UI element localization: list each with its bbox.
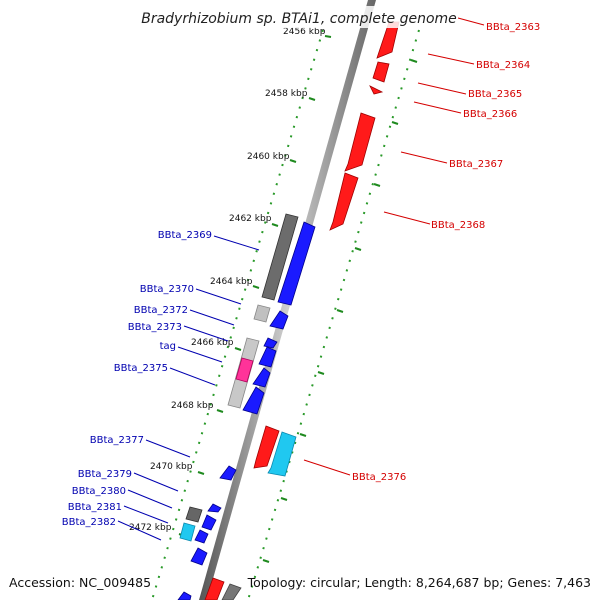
gene-bbta-2380[interactable]	[201, 514, 217, 531]
leader-lines-left	[117, 235, 260, 541]
title-backdrop	[140, 6, 458, 28]
label-bbta-2375: BBta_2375	[114, 363, 168, 374]
gene-bbta-2365[interactable]	[369, 85, 384, 95]
gene-bbta-2364[interactable]	[372, 61, 390, 83]
tick-label: 2470 kbp	[150, 462, 193, 472]
gene-bbta-2369[interactable]	[277, 221, 316, 306]
label-bbta-2377: BBta_2377	[90, 435, 144, 446]
label-bbta-2382: BBta_2382	[62, 517, 116, 528]
label-bbta-2373: BBta_2373	[128, 322, 182, 333]
label-bbta-2380: BBta_2380	[72, 486, 126, 497]
gene-bbta-2376[interactable]	[267, 431, 297, 477]
tick-label: 2468 kbp	[171, 401, 214, 411]
gene-bbta-2373[interactable]	[258, 346, 277, 368]
label-bbta-2366: BBta_2366	[463, 109, 517, 120]
label-bbta-2367: BBta_2367	[449, 159, 503, 170]
gene-bbta-2370-grey[interactable]	[253, 304, 271, 323]
gene-bbta-2377[interactable]	[219, 465, 237, 481]
gene-bottom-grey[interactable]	[221, 583, 242, 600]
tick-label: 2466 kbp	[191, 338, 234, 348]
label-bbta-2365: BBta_2365	[468, 89, 522, 100]
label-bbta-2363: BBta_2363	[486, 22, 540, 33]
label-bbta-2379: BBta_2379	[78, 469, 132, 480]
tick-label: 2458 kbp	[265, 89, 308, 99]
label-bbta-2370: BBta_2370	[140, 284, 194, 295]
label-tag: tag	[160, 341, 176, 352]
reverse-strand-features	[177, 213, 316, 600]
tick-label: 2464 kbp	[210, 277, 253, 287]
footer-backdrop-left	[6, 572, 150, 592]
gene-tag[interactable]	[235, 357, 254, 383]
gene-bbta-2382[interactable]	[179, 522, 196, 542]
gene-bbta-2368[interactable]	[329, 172, 359, 231]
tick-label: 2460 kbp	[247, 152, 290, 162]
label-bbta-2369: BBta_2369	[158, 230, 212, 241]
page-title: Bradyrhizobium sp. BTAi1, complete genom…	[141, 11, 457, 27]
gene-bbta-2367[interactable]	[344, 112, 376, 172]
accession-text: Accession: NC_009485	[9, 575, 151, 590]
tick-label: 2472 kbp	[129, 523, 172, 533]
tick-label: 2462 kbp	[229, 214, 272, 224]
ruler-right-dots	[247, 29, 420, 600]
gene-bbta-2370[interactable]	[269, 310, 289, 330]
tick-label: 2456 kbp	[283, 27, 326, 37]
leader-lines-right	[303, 17, 485, 476]
gene-bbta-2376-red[interactable]	[253, 425, 280, 469]
footer-backdrop-right	[258, 572, 596, 592]
label-bbta-2368: BBta_2368	[431, 220, 485, 231]
gene-bbta-2380-grey[interactable]	[185, 506, 203, 523]
gene-bbta-2381b[interactable]	[190, 547, 208, 566]
ruler-ticks	[178, 35, 418, 563]
gene-bbta-2381[interactable]	[194, 529, 209, 544]
gene-bbta-2375[interactable]	[252, 367, 271, 388]
topology-text: Topology: circular; Length: 8,264,687 bp…	[247, 575, 591, 590]
forward-strand-features	[253, 21, 400, 477]
label-bbta-2376: BBta_2376	[352, 472, 406, 483]
label-bbta-2372: BBta_2372	[134, 305, 188, 316]
gene-bottom-red[interactable]	[204, 577, 225, 600]
gene-bbta-2375b[interactable]	[242, 386, 265, 415]
gene-bottom-blue[interactable]	[177, 591, 192, 600]
gene-bbta-2379[interactable]	[207, 503, 222, 513]
gene-bbta-2372[interactable]	[263, 337, 278, 349]
label-bbta-2381: BBta_2381	[68, 502, 122, 513]
label-bbta-2364: BBta_2364	[476, 60, 530, 71]
gene-grey-block-1[interactable]	[261, 213, 299, 301]
